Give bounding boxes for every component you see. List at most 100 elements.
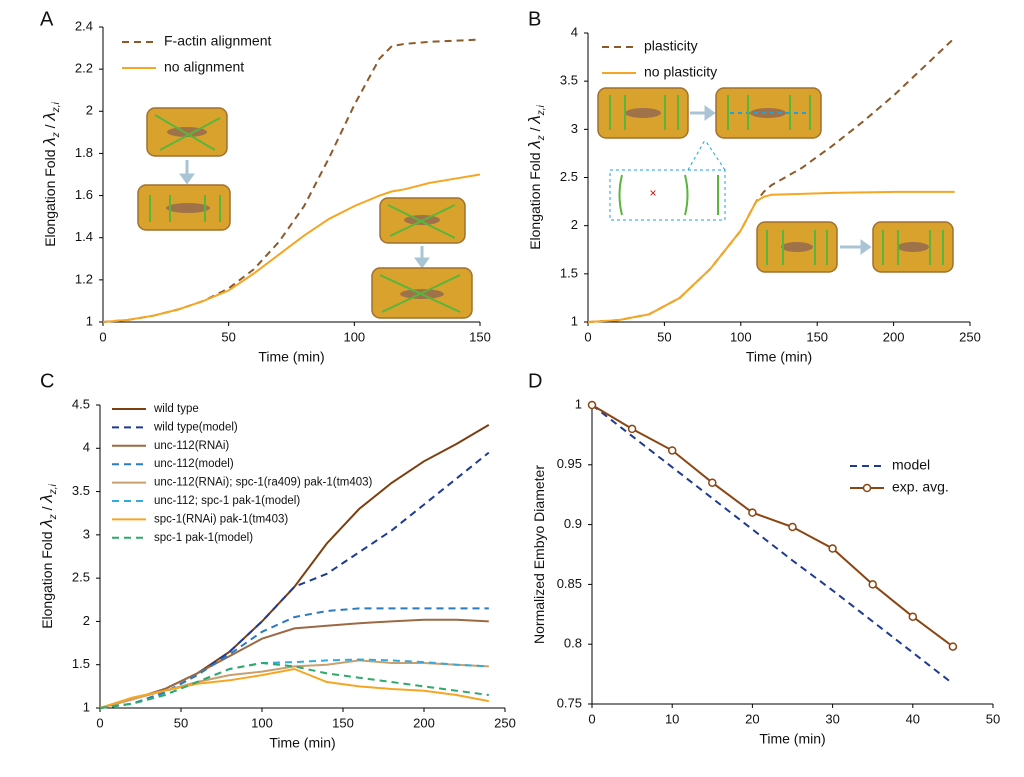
x-tick-label: 200 (883, 329, 905, 344)
series-line (102, 173, 481, 323)
x-axis-label: Time (min) (269, 735, 335, 751)
series-line (99, 618, 489, 709)
x-tick-label: 20 (745, 711, 759, 726)
y-tick-label: 3.5 (560, 73, 578, 88)
y-axis-label-part: / (527, 124, 543, 136)
x-tick-label: 40 (906, 711, 920, 726)
x-tick-label: 100 (730, 329, 752, 344)
y-axis-label-part: z,i (536, 104, 547, 116)
series-line (102, 38, 481, 323)
series-line (591, 404, 954, 648)
x-tick-label: 0 (588, 711, 595, 726)
point-marker (708, 478, 717, 487)
legend-label: unc-112(model) (154, 458, 234, 470)
legend-label: model (892, 457, 930, 473)
point-marker (587, 400, 597, 410)
series-line (99, 661, 489, 709)
x-tick-label: 0 (99, 329, 106, 344)
y-axis-label-part: / (42, 121, 58, 133)
x-tick-label: 0 (96, 715, 103, 730)
legend-label: F-actin alignment (164, 33, 271, 49)
legend-label: plasticity (644, 38, 698, 54)
y-tick-label: 3 (83, 526, 90, 541)
panel-label: C (40, 370, 54, 392)
legend-label: unc-112(RNAi); spc-1(ra409) pak-1(tm403) (154, 477, 373, 489)
y-axis-label-part: Normalized Embyo Diameter (531, 465, 547, 644)
point-marker (868, 580, 877, 589)
y-tick-label: 2.5 (560, 169, 578, 184)
x-tick-label: 100 (343, 329, 365, 344)
x-tick-label: 100 (251, 715, 273, 730)
y-axis-label-part: z (51, 132, 62, 138)
legend-label: exp. avg. (892, 479, 949, 495)
y-tick-label: 3.5 (72, 483, 90, 498)
y-tick-label: 1.8 (75, 145, 93, 160)
y-tick-label: 0.9 (564, 516, 582, 531)
panel-label: D (528, 370, 542, 392)
x-tick-label: 10 (665, 711, 679, 726)
y-tick-label: 2.4 (75, 18, 93, 33)
y-tick-label: 4.5 (72, 396, 90, 411)
x-tick-label: 250 (494, 715, 516, 730)
legend-label: spc-1 pak-1(model) (154, 532, 253, 544)
legend-label: no plasticity (644, 64, 717, 80)
point-marker (828, 544, 837, 553)
legend-marker (862, 483, 872, 493)
y-axis-label-part: z,i (51, 101, 62, 113)
y-axis-label-part: z (48, 514, 59, 520)
x-tick-label: 150 (332, 715, 354, 730)
series-line (99, 607, 489, 709)
series-line (591, 404, 954, 685)
y-axis-label-part: Elongation Fold (527, 149, 543, 250)
point-marker (667, 446, 677, 455)
x-tick-label: 150 (806, 329, 828, 344)
panel-label: A (40, 8, 54, 30)
y-tick-label: 2.2 (75, 61, 93, 76)
y-tick-label: 0.8 (564, 636, 582, 651)
legend-label: spc-1(RNAi) pak-1(tm403) (154, 513, 288, 525)
x-tick-label: 30 (825, 711, 839, 726)
y-tick-label: 1.5 (560, 265, 578, 280)
y-tick-label: 3 (571, 121, 578, 136)
y-tick-label: 0.95 (557, 456, 582, 471)
point-marker (908, 612, 918, 621)
point-marker (948, 642, 958, 651)
legend-label: wild type(model) (153, 421, 238, 433)
y-axis-label-part: Elongation Fold (42, 146, 58, 247)
series-line (99, 667, 489, 709)
y-tick-label: 2 (83, 613, 90, 628)
x-axis-label: Time (min) (759, 731, 825, 747)
y-axis-label-part: z,i (48, 483, 59, 495)
x-axis-label: Time (min) (258, 349, 324, 365)
y-axis-label-part: z (536, 135, 547, 141)
point-marker (788, 522, 797, 532)
y-axis-label: Elongation Fold λz / λz,i (37, 483, 59, 628)
x-tick-label: 250 (959, 329, 981, 344)
series-line (99, 659, 489, 709)
panel-label: B (528, 8, 541, 30)
x-tick-label: 150 (469, 329, 491, 344)
y-axis-label-part: λ (40, 112, 59, 121)
y-tick-label: 1.2 (75, 271, 93, 286)
x-tick-label: 50 (657, 329, 671, 344)
x-tick-label: 50 (986, 711, 1000, 726)
y-tick-label: 2.5 (72, 570, 90, 585)
y-tick-label: 0.75 (557, 695, 582, 710)
x-axis-label: Time (min) (746, 349, 812, 365)
y-tick-label: 1.6 (75, 187, 93, 202)
y-tick-label: 4 (83, 440, 90, 455)
y-axis-label-part: λ (525, 140, 544, 149)
illustrations: × (137, 87, 954, 319)
point-marker (748, 508, 757, 517)
y-axis-label: Normalized Embyo Diameter (531, 465, 547, 644)
y-tick-label: 1 (86, 313, 93, 328)
legend-label: unc-112; spc-1 pak-1(model) (154, 495, 300, 507)
y-tick-label: 4 (571, 24, 578, 39)
series-line (587, 190, 955, 323)
legend-label: wild type (153, 403, 199, 415)
y-axis-label-part: λ (40, 137, 59, 146)
y-tick-label: 1.4 (75, 229, 93, 244)
y-axis-label-part: λ (525, 115, 544, 124)
x-tick-label: 0 (584, 329, 591, 344)
